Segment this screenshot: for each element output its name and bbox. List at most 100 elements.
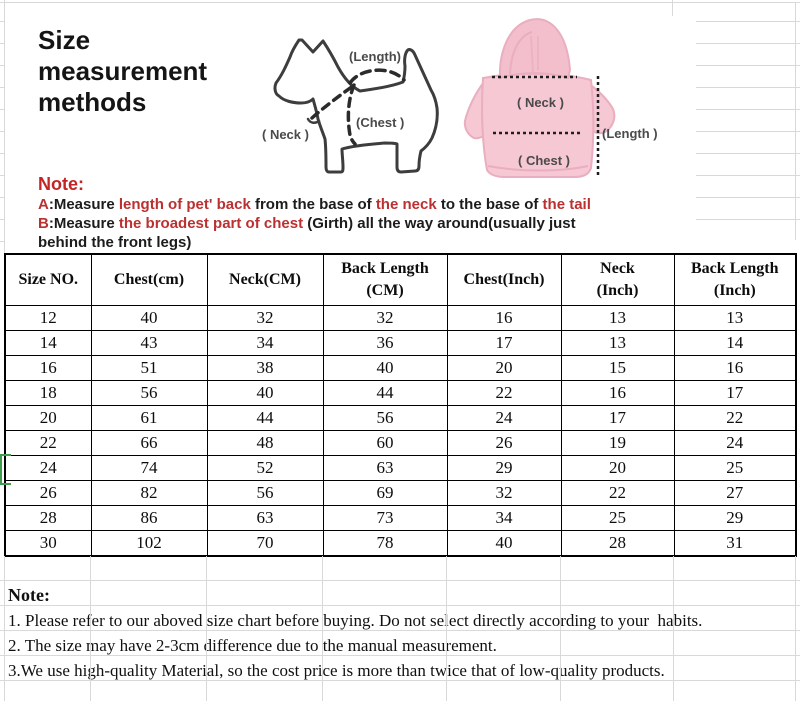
table-cell: 31 [673,530,797,557]
table-cell: 17 [560,405,675,431]
table-cell: 66 [90,430,208,456]
column-header: Chest(cm) [90,253,208,306]
table-cell: 63 [322,455,448,481]
gridline-column [206,556,207,701]
table-cell: 20 [446,355,562,381]
measurement-note-line-a: A:Measure length of pet' back from the b… [38,195,591,214]
table-cell: 86 [90,505,208,531]
note-text-segment: the neck [375,196,441,213]
table-cell: 56 [90,380,208,406]
table-cell: 14 [673,330,797,356]
row-selection-marker [0,454,11,485]
table-cell: 44 [206,405,324,431]
header-row: Size NO. Chest(cm) Neck(CM) Back Length (CM)… [4,253,797,306]
table-cell: 51 [90,355,208,381]
measurement-note-line-b: B:Measure the broadest part of chest (Gi… [38,214,591,233]
table-cell: 28 [4,505,92,531]
neck-measure-dash [310,84,355,120]
hoodie-neck-label: ( Neck ) [517,95,564,110]
dog-chest-label: (Chest ) [356,115,404,130]
table-cell: 22 [560,480,675,506]
gridline-column [322,556,323,701]
table-cell: 19 [560,430,675,456]
column-header: Neck (Inch) [560,253,675,306]
bottom-note-line: 1. Please refer to our aboved size chart… [8,611,703,630]
table-cell: 74 [90,455,208,481]
table-cell: 24 [446,405,562,431]
measurement-note-line-b2: behind the front legs) [38,233,591,252]
table-cell: 22 [446,380,562,406]
table-row: 16 51 38 40 20 15 16 [4,355,797,381]
table-cell: 70 [206,530,324,557]
table-cell: 29 [446,455,562,481]
table-cell: 69 [322,480,448,506]
background-gridlines-bottom [0,556,800,701]
table-cell: 24 [4,455,92,481]
table-cell: 63 [206,505,324,531]
table-cell: 12 [4,305,92,331]
dog-neck-label: ( Neck ) [262,127,309,142]
table-cell: 25 [673,455,797,481]
table-cell: 18 [4,380,92,406]
bottom-note-line: 2. The size may have 2-3cm difference du… [8,636,497,655]
table-cell: 25 [560,505,675,531]
table-cell: 26 [446,430,562,456]
table-cell: 36 [322,330,448,356]
table-row: 18 56 40 44 22 16 17 [4,380,797,406]
note-text-segment: the broadest part of chest [118,215,308,232]
table-cell: 13 [673,305,797,331]
gridline-column [90,556,91,701]
table-cell: 44 [322,380,448,406]
background-gridlines-topright [696,0,800,240]
table-cell: 20 [4,405,92,431]
table-cell: 24 [673,430,797,456]
table-cell: 13 [560,305,675,331]
note-text-segment: length of pet' back [118,196,255,213]
table-row: 26 82 56 69 32 22 27 [4,480,797,506]
gridline-left [4,0,5,253]
column-header: Chest(Inch) [446,253,562,306]
table-cell: 28 [560,530,675,557]
table-cell: 38 [206,355,324,381]
table-cell: 78 [322,530,448,557]
table-cell: 17 [446,330,562,356]
table-cell: 16 [4,355,92,381]
gridline-column [4,556,5,701]
background-gridlines-left [0,0,5,250]
table-cell: 16 [446,305,562,331]
table-cell: 26 [4,480,92,506]
table-cell: 20 [560,455,675,481]
table-cell: 16 [673,355,797,381]
note-text-segment: to the base of [440,196,543,213]
table-cell: 32 [446,480,562,506]
table-cell: 102 [90,530,208,557]
measurement-note-title: Note: [38,174,84,194]
hoodie-hood [498,18,572,80]
note-text-segment: from the base of [254,196,376,213]
hoodie-body [481,72,595,178]
gridline-top [0,2,800,3]
table-cell: 13 [560,330,675,356]
note-text-segment: (Girth) all the way around(usually just [307,215,576,232]
table-cell: 40 [446,530,562,557]
bottom-note: Note: 1. Please refer to our aboved size… [8,583,796,683]
note-text-segment: :Measure [48,215,119,232]
note-text-segment: :Measure [48,196,119,213]
dog-length-label: (Length) [349,49,401,64]
table-cell: 40 [206,380,324,406]
page-title: Size measurement methods [38,25,208,117]
bottom-note-line: 3.We use high-quality Material, so the c… [8,661,665,680]
gridline-column [673,556,674,701]
column-header: Back Length (CM) [322,253,448,306]
note-text-segment: the tail [542,196,591,213]
table-cell: 40 [90,305,208,331]
hoodie-hood-opening [509,31,533,75]
table-row: 24 74 52 63 29 20 25 [4,455,797,481]
table-cell: 48 [206,430,324,456]
table-cell: 34 [446,505,562,531]
dog-outline-icon [273,38,439,174]
note-text-segment: B [38,215,49,232]
dog-measurement-diagram: (Length) (Chest ) ( Neck ) [262,38,439,174]
dog-collar-line [306,117,321,124]
table-cell: 27 [673,480,797,506]
